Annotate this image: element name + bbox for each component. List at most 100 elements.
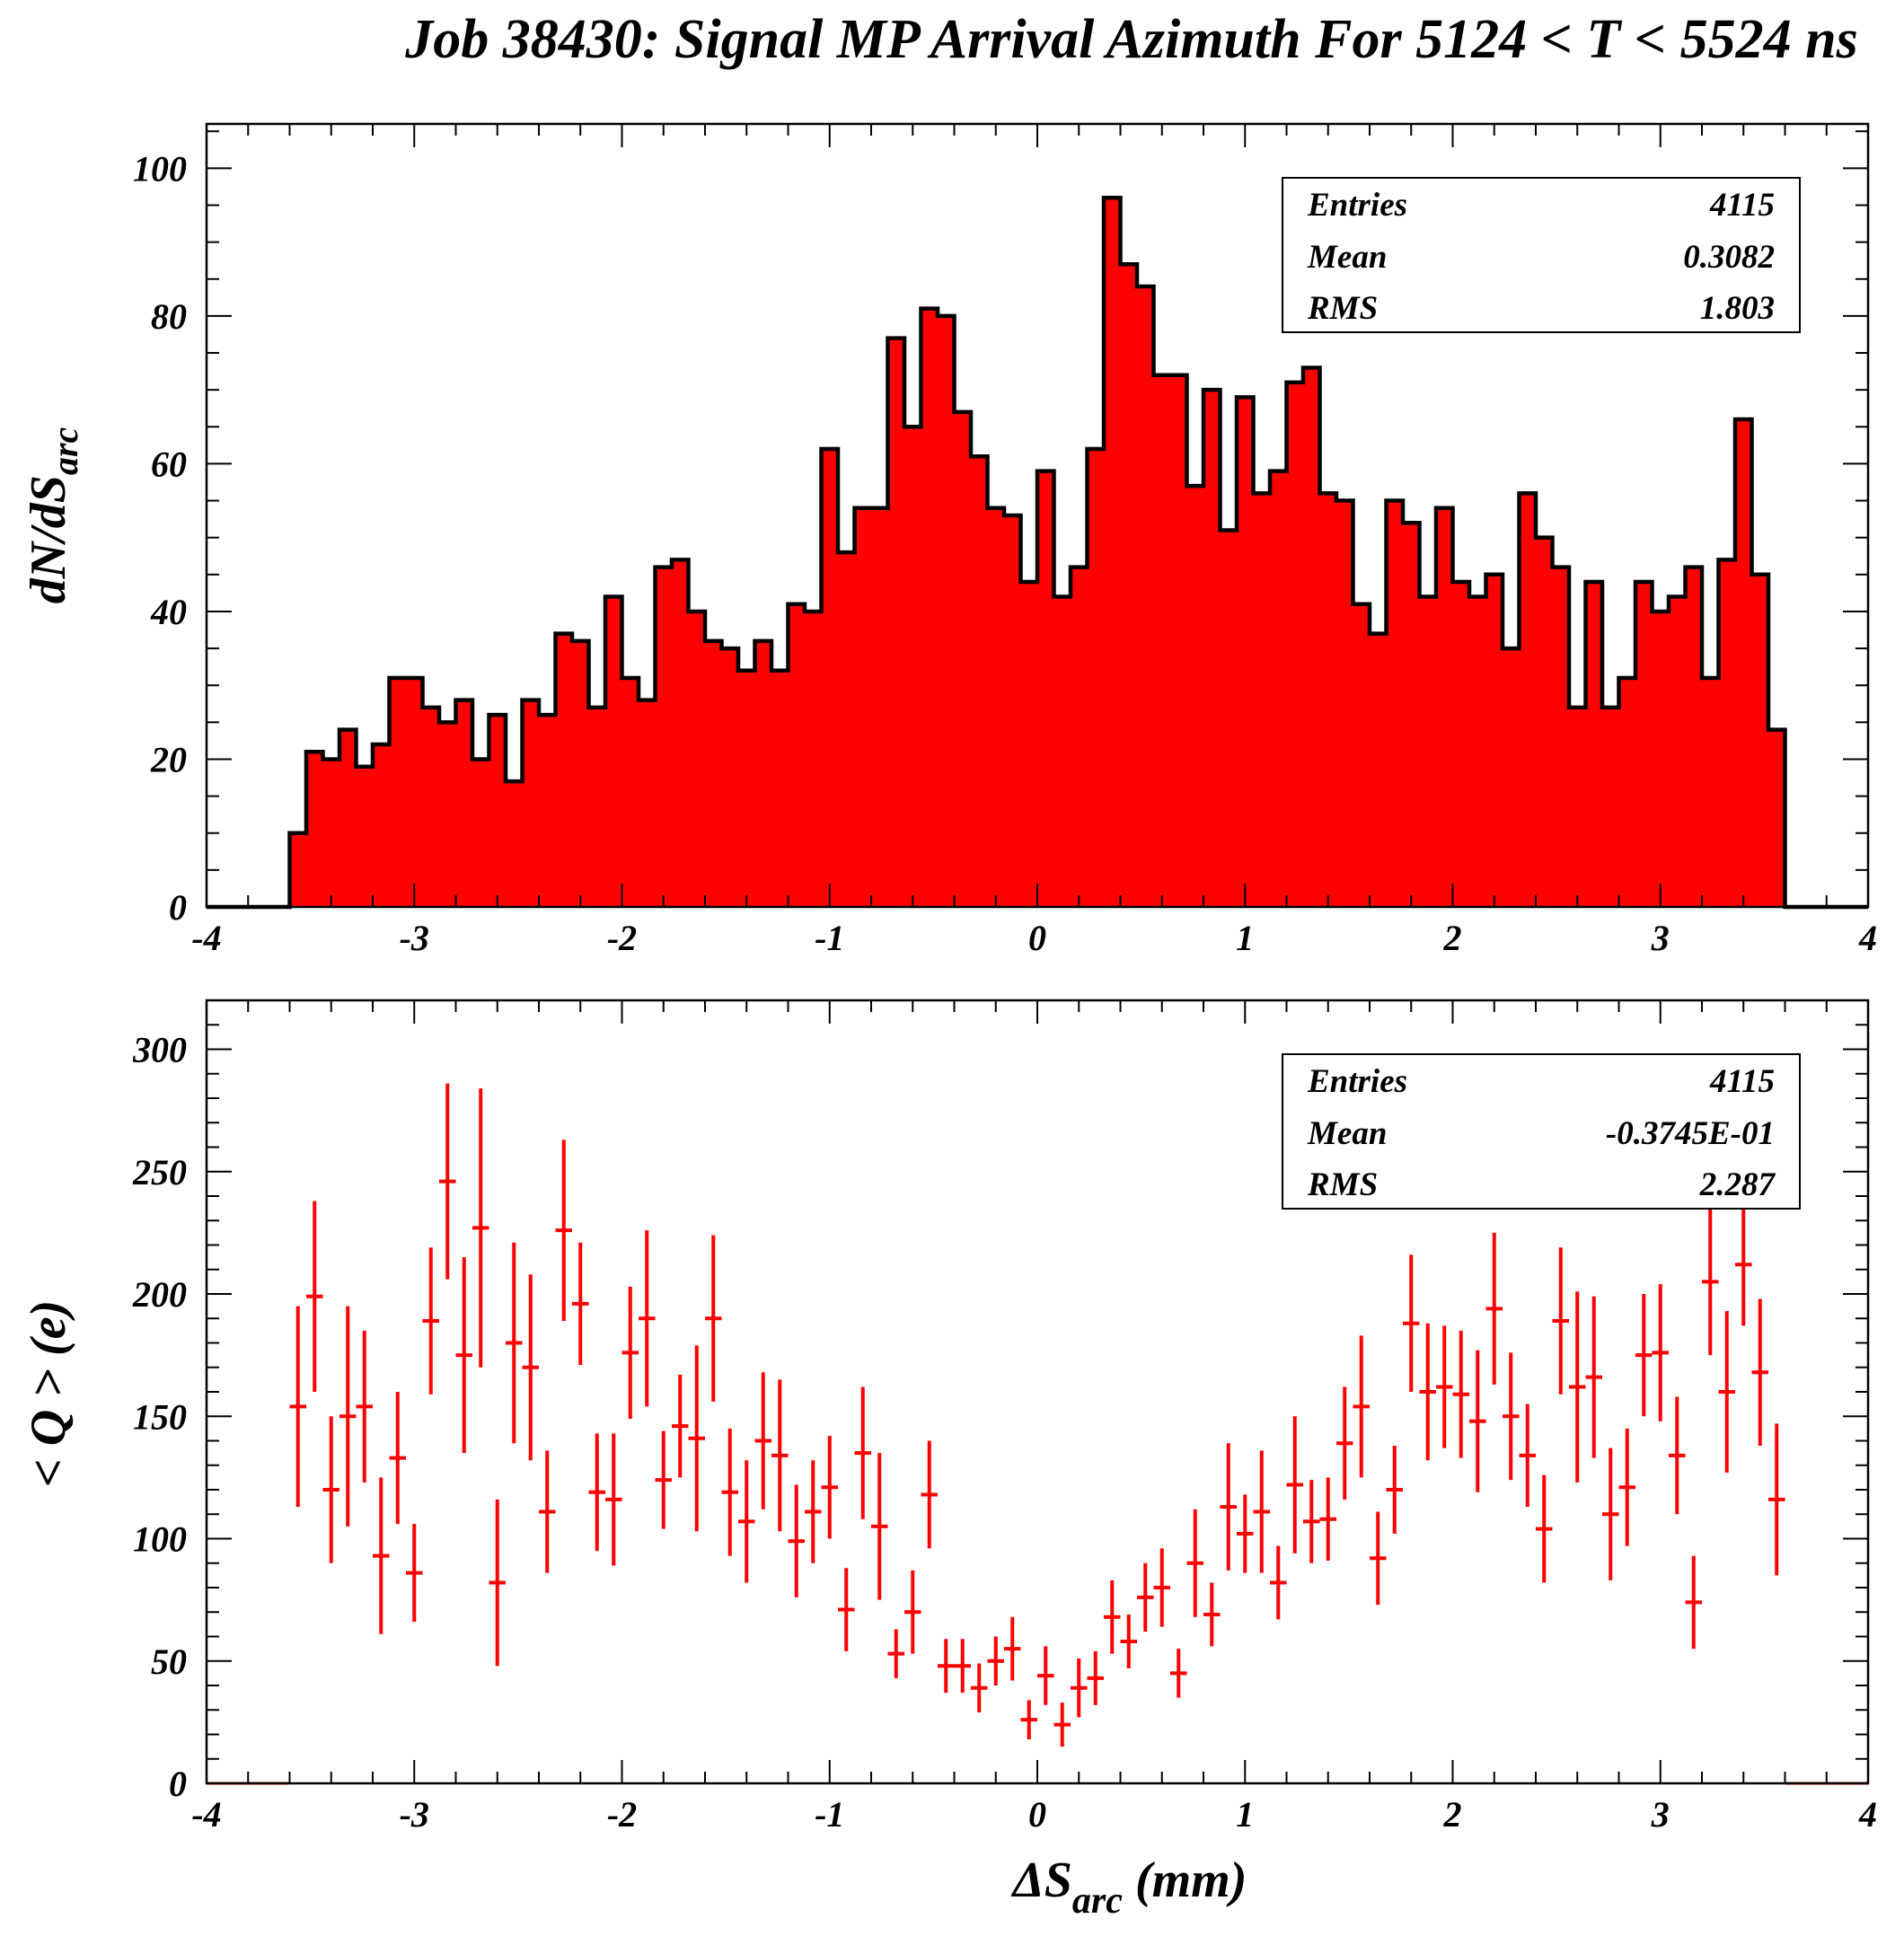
histogram-x-tick-labels: -4 -3 -2 -1 0 1 2 3 4: [191, 918, 1877, 958]
data-point: [1020, 1700, 1037, 1739]
profile-points: [289, 1083, 1785, 1747]
stats-mean-label: Mean: [1307, 1115, 1387, 1152]
x-tick-label: -1: [815, 918, 844, 958]
data-point: [1053, 1703, 1071, 1747]
stats-mean-value: 0.3082: [1683, 239, 1775, 276]
data-point: [1071, 1659, 1088, 1718]
data-point: [788, 1484, 805, 1597]
y-tick-label: 300: [132, 1030, 187, 1070]
data-point: [738, 1460, 755, 1583]
data-point: [921, 1440, 938, 1549]
x-tick-label: 3: [1651, 1794, 1670, 1835]
data-point: [1669, 1396, 1686, 1515]
data-point: [1618, 1428, 1635, 1546]
data-point: [1303, 1480, 1320, 1563]
x-tick-label: 1: [1236, 1794, 1254, 1835]
chart-title: Job 38430: Signal MP Arrival Azimuth For…: [404, 9, 1857, 70]
y-tick-label: 20: [150, 739, 187, 779]
data-point: [1485, 1232, 1503, 1385]
y-tick-label: 40: [150, 592, 187, 632]
x-tick-label: -2: [607, 1794, 637, 1835]
data-point: [588, 1433, 605, 1552]
data-point: [506, 1242, 523, 1444]
data-point: [1220, 1443, 1237, 1571]
data-point: [1452, 1330, 1469, 1458]
profile-ticks: [206, 999, 1869, 1784]
stats-entries-label: Entries: [1307, 1063, 1407, 1100]
profile-x-tick-labels: -4 -3 -2 -1 0 1 2 3 4: [191, 1794, 1877, 1835]
x-tick-label: -3: [400, 918, 429, 958]
data-point: [1702, 1208, 1719, 1356]
data-point: [1170, 1649, 1187, 1698]
x-tick-label: 3: [1651, 918, 1670, 958]
data-point: [1286, 1416, 1303, 1553]
data-point: [1386, 1445, 1403, 1535]
x-tick-label: 4: [1858, 1794, 1877, 1835]
data-point: [1718, 1311, 1735, 1473]
data-point: [672, 1374, 689, 1478]
stats-entries-label: Entries: [1307, 187, 1407, 224]
data-point: [373, 1477, 390, 1634]
stats-rms-value: 2.287: [1699, 1166, 1776, 1203]
y-tick-label: 60: [151, 444, 187, 484]
x-tick-label: 2: [1443, 918, 1462, 958]
y-tick-label: 80: [151, 296, 187, 337]
data-point: [1153, 1548, 1170, 1627]
data-point: [854, 1386, 871, 1519]
x-tick-label: -1: [815, 1794, 844, 1835]
data-point: [805, 1460, 822, 1563]
data-point: [705, 1235, 722, 1402]
data-point: [1319, 1477, 1336, 1562]
data-point: [555, 1140, 572, 1321]
profile-stats-box: Entries 4115 Mean -0.3745E-01 RMS 2.287: [1282, 1053, 1801, 1210]
data-point: [539, 1450, 556, 1573]
x-tick-label: 0: [1028, 918, 1046, 958]
data-point: [1519, 1404, 1536, 1508]
x-tick-label: 0: [1028, 1794, 1046, 1835]
data-point: [1353, 1335, 1370, 1478]
data-point: [621, 1286, 639, 1419]
data-point: [572, 1242, 589, 1366]
data-point: [322, 1416, 339, 1563]
x-tick-label: -4: [191, 1794, 221, 1835]
profile-y-axis-label: < Q > (e): [21, 1300, 76, 1487]
histogram-panel: -4 -3 -2 -1 0 1 2 3 4 0 20 40 60 80 100 dN/dSarc Entr…: [21, 122, 1877, 958]
data-point: [1104, 1580, 1121, 1654]
data-point: [289, 1306, 306, 1508]
data-point: [1370, 1511, 1387, 1606]
data-point: [904, 1570, 921, 1654]
data-point: [489, 1499, 506, 1667]
data-point: [971, 1663, 988, 1712]
stats-rms-label: RMS: [1307, 290, 1378, 327]
data-point: [1552, 1247, 1569, 1395]
y-tick-label: 250: [132, 1152, 187, 1192]
stats-entries-value: 4115: [1709, 187, 1775, 224]
data-point: [754, 1372, 771, 1509]
data-point: [721, 1428, 738, 1556]
data-point: [1569, 1291, 1586, 1483]
data-point: [406, 1524, 423, 1623]
data-point: [455, 1257, 472, 1454]
data-point: [688, 1345, 705, 1532]
histogram-y-tick-labels: 0 20 40 60 80 100: [133, 148, 187, 928]
x-tick-label: -2: [607, 918, 637, 958]
data-point: [1087, 1650, 1104, 1705]
x-tick-label: -3: [400, 1794, 429, 1835]
stats-rms-label: RMS: [1307, 1166, 1378, 1203]
data-point: [655, 1430, 672, 1529]
data-point: [1652, 1284, 1669, 1421]
stats-mean-value: -0.3745E-01: [1606, 1115, 1775, 1152]
x-tick-label: 2: [1443, 1794, 1462, 1835]
data-point: [987, 1636, 1004, 1685]
data-point: [1037, 1646, 1054, 1705]
data-point: [838, 1568, 855, 1651]
stats-mean-label: Mean: [1307, 239, 1387, 276]
data-point: [821, 1436, 838, 1539]
profile-x-axis-label: ΔSarc (mm): [1011, 1852, 1247, 1922]
data-point: [771, 1379, 789, 1532]
data-point: [1436, 1325, 1453, 1448]
histogram-ticks: [206, 124, 1869, 908]
histogram-outline: [207, 196, 1868, 910]
data-point: [1735, 1203, 1752, 1326]
